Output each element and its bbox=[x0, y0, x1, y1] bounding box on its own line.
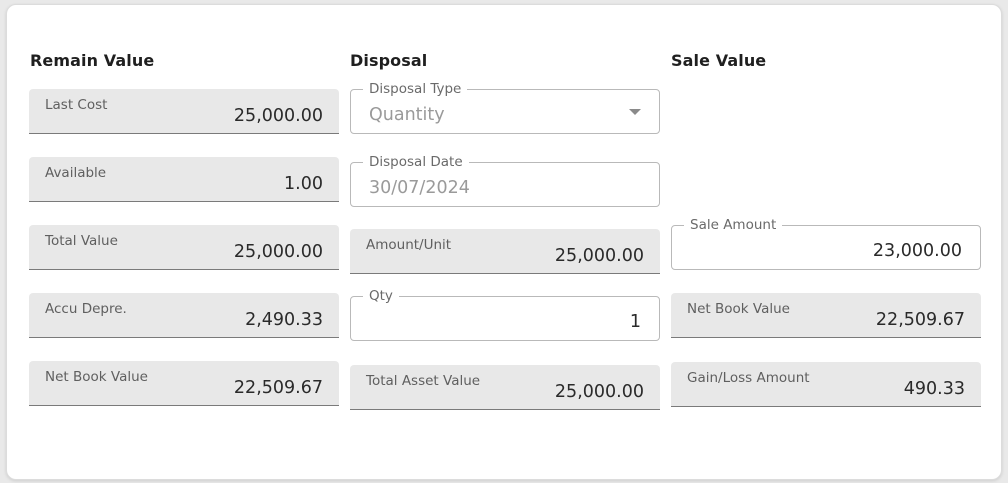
disposal-type-select[interactable]: Disposal Type Quantity bbox=[350, 81, 660, 134]
total-value-field: Total Value 25,000.00 bbox=[29, 225, 339, 270]
total-asset-value-label: Total Asset Value bbox=[366, 373, 481, 389]
disposal-date-label: Disposal Date bbox=[363, 154, 469, 170]
qty-label: Qty bbox=[363, 288, 399, 304]
remain-net-book-value-field: Net Book Value 22,509.67 bbox=[29, 361, 339, 406]
amount-unit-field: Amount/Unit 25,000.00 bbox=[350, 229, 660, 274]
total-asset-value-field: Total Asset Value 25,000.00 bbox=[350, 365, 660, 410]
remain-net-book-value-label: Net Book Value bbox=[45, 369, 148, 385]
sale-net-book-value-label: Net Book Value bbox=[687, 301, 790, 317]
sale-net-book-value-field: Net Book Value 22,509.67 bbox=[671, 293, 981, 338]
chevron-down-icon[interactable] bbox=[629, 109, 641, 115]
amount-unit-value: 25,000.00 bbox=[554, 246, 644, 266]
available-field: Available 1.00 bbox=[29, 157, 339, 202]
gain-loss-amount-label: Gain/Loss Amount bbox=[687, 370, 810, 386]
qty-value[interactable]: 1 bbox=[629, 312, 641, 332]
total-value-value: 25,000.00 bbox=[233, 242, 323, 262]
remain-value-title: Remain Value bbox=[30, 51, 155, 70]
total-asset-value-value: 25,000.00 bbox=[554, 382, 644, 402]
amount-unit-label: Amount/Unit bbox=[366, 237, 452, 253]
disposal-card: Remain Value Disposal Sale Value Last Co… bbox=[6, 4, 1002, 480]
last-cost-label: Last Cost bbox=[45, 97, 108, 113]
available-value: 1.00 bbox=[284, 174, 323, 194]
accu-depre-field: Accu Depre. 2,490.33 bbox=[29, 293, 339, 338]
disposal-type-value: Quantity bbox=[369, 105, 445, 125]
last-cost-field: Last Cost 25,000.00 bbox=[29, 89, 339, 134]
remain-net-book-value-value: 22,509.67 bbox=[233, 378, 323, 398]
total-value-label: Total Value bbox=[45, 233, 118, 249]
sale-value-title: Sale Value bbox=[671, 51, 767, 70]
qty-input[interactable]: Qty 1 bbox=[350, 288, 660, 341]
gain-loss-amount-field: Gain/Loss Amount 490.33 bbox=[671, 362, 981, 407]
last-cost-value: 25,000.00 bbox=[233, 106, 323, 126]
sale-net-book-value-value: 22,509.67 bbox=[875, 310, 965, 330]
sale-amount-value[interactable]: 23,000.00 bbox=[872, 241, 962, 261]
sale-amount-input[interactable]: Sale Amount 23,000.00 bbox=[671, 217, 981, 270]
disposal-type-label: Disposal Type bbox=[363, 81, 468, 97]
gain-loss-amount-value: 490.33 bbox=[903, 379, 965, 399]
disposal-date-field[interactable]: Disposal Date 30/07/2024 bbox=[350, 154, 660, 207]
accu-depre-value: 2,490.33 bbox=[245, 310, 323, 330]
disposal-date-value: 30/07/2024 bbox=[369, 178, 470, 198]
sale-amount-label: Sale Amount bbox=[684, 217, 783, 233]
disposal-title: Disposal bbox=[350, 51, 428, 70]
accu-depre-label: Accu Depre. bbox=[45, 301, 127, 317]
available-label: Available bbox=[45, 165, 107, 181]
